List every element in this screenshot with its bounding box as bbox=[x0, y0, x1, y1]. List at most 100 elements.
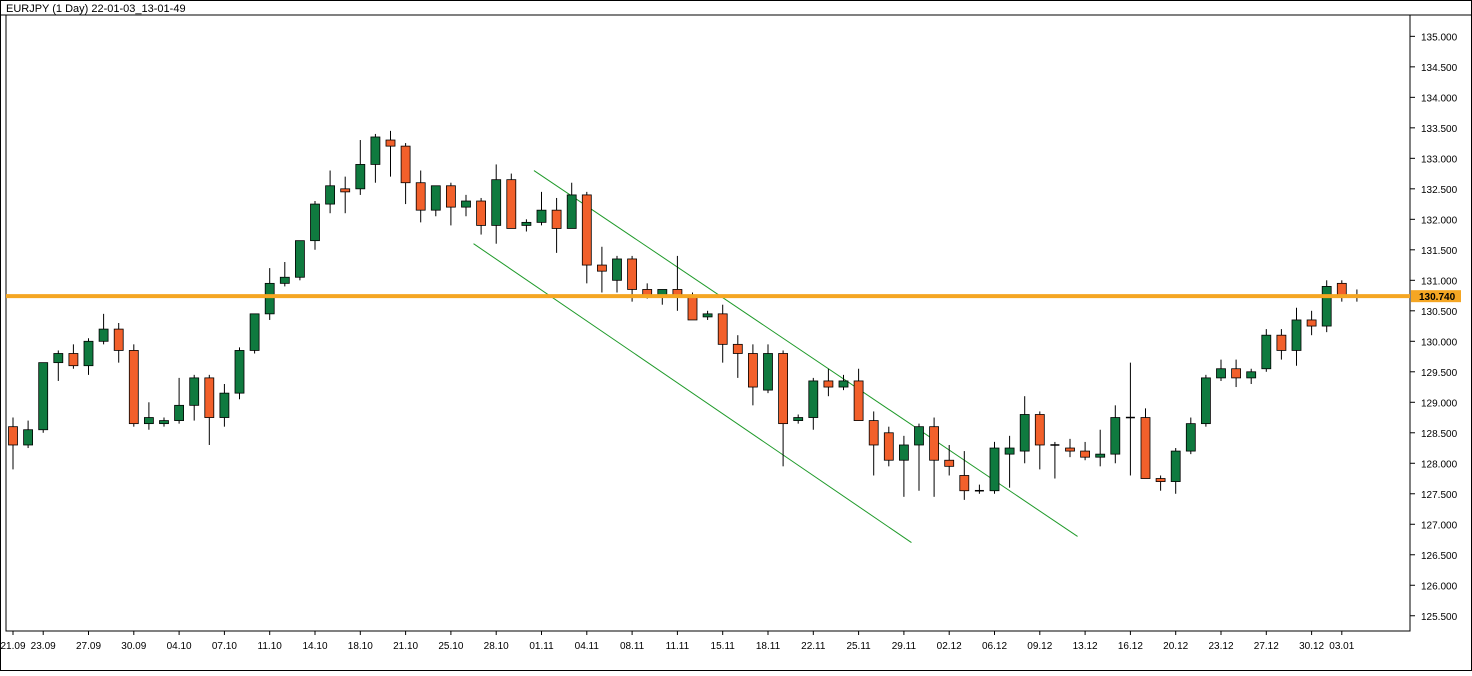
candle-up bbox=[310, 203, 320, 242]
y-tick-label: 127.500 bbox=[1421, 490, 1458, 501]
candle-up bbox=[1185, 423, 1196, 452]
chart-title: EURJPY (1 Day) 22-01-03_13-01-49 bbox=[6, 3, 186, 15]
candle-up bbox=[521, 221, 532, 226]
y-tick-label: 132.500 bbox=[1421, 185, 1458, 196]
candle-down bbox=[68, 353, 79, 367]
candle-down bbox=[687, 295, 698, 321]
candle-down bbox=[627, 258, 637, 290]
candle-up bbox=[370, 136, 381, 165]
candle-up bbox=[38, 362, 49, 431]
candle-down bbox=[1065, 447, 1075, 452]
candle-up bbox=[1019, 414, 1030, 452]
candle-up bbox=[461, 200, 471, 208]
y-tick-label: 132.000 bbox=[1421, 215, 1458, 226]
x-tick-label: 25.11 bbox=[846, 641, 871, 652]
candle-up bbox=[566, 194, 577, 229]
y-tick-label: 134.000 bbox=[1421, 93, 1458, 104]
candle-up bbox=[763, 353, 773, 391]
candle-down bbox=[385, 139, 396, 147]
x-tick-label: 01.11 bbox=[529, 641, 554, 652]
y-tick-label: 133.000 bbox=[1421, 154, 1458, 165]
candle-down bbox=[778, 353, 788, 425]
y-tick-label: 125.500 bbox=[1421, 612, 1458, 623]
candle-down bbox=[748, 353, 758, 388]
x-tick-label: 13.12 bbox=[1073, 641, 1098, 652]
candle-down bbox=[868, 420, 879, 446]
candle-down bbox=[113, 328, 124, 351]
candle-down bbox=[506, 179, 517, 229]
y-tick-label: 129.000 bbox=[1421, 398, 1458, 409]
candle-down bbox=[1306, 319, 1317, 327]
x-tick-label: 27.09 bbox=[76, 641, 101, 652]
candle-down bbox=[853, 380, 864, 421]
candle-up bbox=[325, 185, 336, 205]
candle-down bbox=[1276, 334, 1287, 351]
x-tick-label: 20.12 bbox=[1163, 641, 1188, 652]
candle-down bbox=[581, 194, 592, 266]
price-label-box bbox=[1411, 290, 1461, 303]
candle-down bbox=[1034, 414, 1045, 446]
candle-down bbox=[717, 313, 728, 345]
candle-up bbox=[98, 328, 109, 342]
candle-down bbox=[204, 377, 215, 418]
candle-down bbox=[1140, 417, 1151, 479]
candle-down bbox=[823, 380, 834, 388]
candle-down bbox=[929, 426, 939, 461]
candle-up bbox=[612, 258, 622, 281]
x-tick-label: 08.11 bbox=[620, 641, 645, 652]
candle-up bbox=[1170, 450, 1181, 482]
x-tick-label: 30.09 bbox=[121, 641, 146, 652]
x-tick-label: 07.10 bbox=[212, 641, 237, 652]
candle-up bbox=[1261, 334, 1272, 370]
x-tick-label: 23.12 bbox=[1208, 641, 1233, 652]
candle-down bbox=[732, 343, 743, 354]
trend-channel bbox=[473, 170, 1078, 543]
candle-down bbox=[883, 432, 894, 461]
candle-up bbox=[355, 164, 366, 190]
candle-up bbox=[430, 185, 441, 211]
x-tick-label: 22.11 bbox=[801, 641, 826, 652]
candle-up bbox=[219, 392, 230, 418]
y-tick-label: 131.000 bbox=[1421, 276, 1458, 287]
x-tick-label: 21.10 bbox=[393, 641, 418, 652]
candle-up bbox=[838, 380, 849, 388]
y-tick-label: 130.500 bbox=[1421, 307, 1458, 318]
candle-up bbox=[1095, 453, 1106, 458]
x-tick-label: 06.12 bbox=[982, 641, 1007, 652]
x-tick-label: 04.11 bbox=[575, 641, 600, 652]
candle-up bbox=[159, 420, 169, 425]
candle-up bbox=[279, 276, 290, 284]
candle-down bbox=[445, 185, 456, 208]
candle-up bbox=[491, 179, 502, 226]
candle-up bbox=[1246, 371, 1257, 379]
x-tick-label: 28.10 bbox=[484, 641, 509, 652]
x-tick-label: 11.10 bbox=[258, 641, 283, 652]
x-tick-label: 16.12 bbox=[1118, 641, 1143, 652]
y-tick-label: 127.000 bbox=[1421, 520, 1458, 531]
x-tick-label: 09.12 bbox=[1027, 641, 1052, 652]
y-tick-label: 131.500 bbox=[1421, 246, 1458, 257]
y-tick-label: 128.500 bbox=[1421, 429, 1458, 440]
x-tick-label: 04.10 bbox=[167, 641, 192, 652]
y-tick-label: 134.500 bbox=[1421, 63, 1458, 74]
y-axis: 125.500 126.000 126.500 127.000 127.500 128.0… bbox=[1410, 32, 1458, 623]
y-tick-label: 129.500 bbox=[1421, 368, 1458, 379]
y-tick-label: 133.500 bbox=[1421, 124, 1458, 135]
candle-up bbox=[702, 313, 713, 318]
candle-down bbox=[400, 145, 411, 184]
candle-up bbox=[1291, 319, 1302, 351]
candle-up bbox=[1110, 417, 1121, 455]
y-tick-label: 126.000 bbox=[1421, 581, 1458, 592]
x-tick-label: 30.12 bbox=[1299, 641, 1324, 652]
candle-up bbox=[793, 417, 804, 421]
channel-upper-line bbox=[533, 170, 1078, 537]
candle-up bbox=[264, 282, 275, 315]
candle-down bbox=[128, 350, 139, 425]
x-tick-label: 23.09 bbox=[31, 641, 56, 652]
x-tick-label: 03.01 bbox=[1329, 641, 1354, 652]
candle-up bbox=[536, 209, 547, 223]
candle-up bbox=[53, 353, 64, 364]
